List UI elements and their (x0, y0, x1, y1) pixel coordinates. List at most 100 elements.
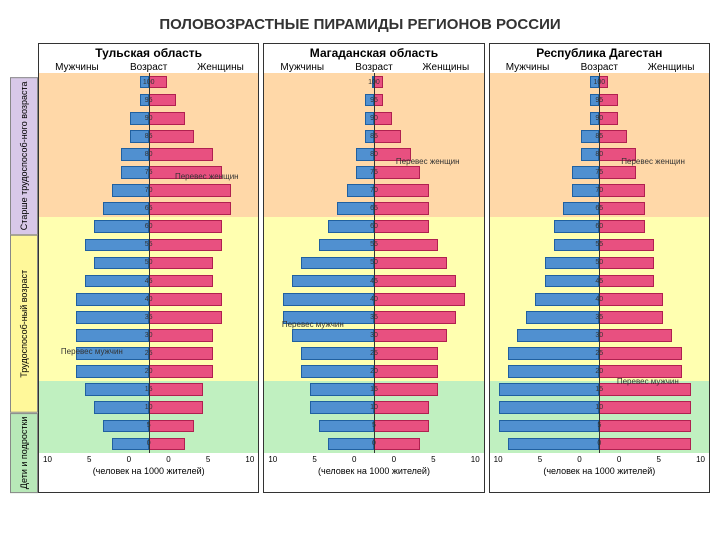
x-tick: 10 (268, 455, 277, 464)
age-label: 10 (595, 404, 603, 411)
age-label: 20 (370, 368, 378, 375)
age-label: 75 (145, 169, 153, 176)
x-tick: 5 (656, 455, 660, 464)
annotation-women: Перевес женщин (396, 157, 460, 166)
age-label: 65 (370, 205, 378, 212)
bar-female (374, 202, 429, 215)
bar-female (149, 329, 213, 342)
pyramid-header: МужчиныВозрастЖенщины (264, 62, 483, 73)
bar-male (301, 347, 374, 360)
bar-male (328, 220, 374, 233)
pyramid-title: Магаданская область (264, 44, 483, 62)
header-age: Возраст (563, 62, 635, 73)
x-axis-label: (человек на 1000 жителей) (490, 466, 709, 478)
age-label: 45 (370, 278, 378, 285)
bar-female (374, 311, 456, 324)
bar-male (301, 365, 374, 378)
bar-female (374, 420, 429, 433)
age-label: 5 (372, 422, 376, 429)
bar-female (149, 311, 222, 324)
age-label: 90 (370, 115, 378, 122)
bar-male (76, 365, 149, 378)
pyramid: Тульская областьМужчиныВозрастЖенщины 10 0… (38, 43, 259, 493)
age-label: 85 (145, 133, 153, 140)
header-age: Возраст (338, 62, 410, 73)
x-tick: 10 (43, 455, 52, 464)
annotation-men: Перевес мужчин (617, 377, 679, 386)
pyramid: Магаданская областьМужчиныВозрастЖенщины… (263, 43, 484, 493)
age-label: 55 (370, 241, 378, 248)
bar-female (599, 257, 654, 270)
bar-female (374, 220, 429, 233)
pyramid-header: МужчиныВозрастЖенщины (39, 62, 258, 73)
age-label: 80 (595, 151, 603, 158)
header-men: Мужчины (266, 62, 338, 73)
bar-female (599, 275, 654, 288)
x-tick: 0 (166, 455, 170, 464)
age-label: 35 (145, 314, 153, 321)
bar-male (499, 420, 600, 433)
bar-female (149, 275, 213, 288)
bar-male (545, 257, 600, 270)
age-label: 70 (595, 187, 603, 194)
bar-female (149, 401, 204, 414)
age-label: 95 (145, 97, 153, 104)
annotation-men: Перевес мужчин (282, 320, 344, 329)
age-label: 10 (370, 404, 378, 411)
bar-female (374, 257, 447, 270)
bar-male (292, 275, 374, 288)
age-label: 0 (147, 440, 151, 447)
bar-male (499, 401, 600, 414)
bar-female (149, 202, 231, 215)
age-label: 70 (370, 187, 378, 194)
x-tick: 10 (494, 455, 503, 464)
age-label: 35 (370, 314, 378, 321)
bar-male (517, 329, 599, 342)
age-label: 25 (145, 350, 153, 357)
bar-male (103, 420, 149, 433)
annotation-women: Перевес женщин (175, 172, 239, 181)
header-men: Мужчины (41, 62, 113, 73)
age-label: 30 (595, 332, 603, 339)
bar-female (599, 420, 690, 433)
bar-female (149, 112, 186, 125)
x-tick: 5 (206, 455, 210, 464)
bar-female (599, 347, 681, 360)
age-label: 50 (145, 259, 153, 266)
bar-male (554, 239, 600, 252)
bar-male (526, 311, 599, 324)
bar-male (554, 220, 600, 233)
age-label: 95 (370, 97, 378, 104)
label-elderly: Старше трудоспособ-ного возраста (10, 77, 38, 235)
bar-female (374, 184, 429, 197)
bar-male (112, 184, 149, 197)
bar-female (374, 130, 401, 143)
bar-female (149, 365, 213, 378)
header-age: Возраст (113, 62, 185, 73)
age-label: 5 (147, 422, 151, 429)
bar-male (76, 293, 149, 306)
x-tick: 0 (577, 455, 581, 464)
x-tick: 5 (87, 455, 91, 464)
age-label: 25 (595, 350, 603, 357)
bar-female (599, 438, 690, 451)
x-tick: 0 (352, 455, 356, 464)
chart-area: 1009590858075706560555045403530252015105… (490, 73, 709, 453)
age-label: 75 (370, 169, 378, 176)
bar-female (149, 347, 213, 360)
bar-female (599, 220, 645, 233)
bar-female (599, 202, 645, 215)
age-label: 20 (595, 368, 603, 375)
age-label: 65 (595, 205, 603, 212)
bar-female (374, 275, 456, 288)
bar-male (85, 275, 149, 288)
age-label: 10 (145, 404, 153, 411)
bar-male (310, 383, 374, 396)
pyramid-title: Тульская область (39, 44, 258, 62)
chart-container: Старше трудоспособ-ного возраста Трудосп… (0, 43, 720, 493)
bar-male (337, 202, 374, 215)
bar-male (94, 257, 149, 270)
age-label: 60 (595, 223, 603, 230)
bar-male (508, 438, 599, 451)
x-tick: 0 (392, 455, 396, 464)
